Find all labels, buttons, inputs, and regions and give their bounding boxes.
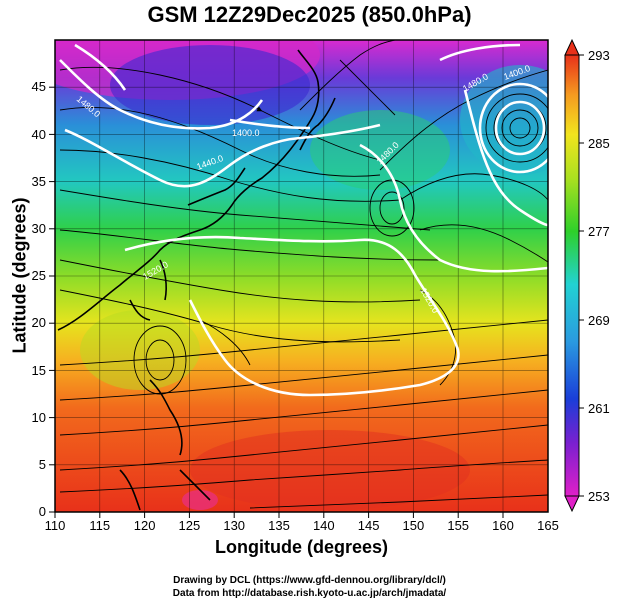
x-tick-label: 150	[403, 518, 425, 533]
y-axis-label: Latitude (degrees)	[9, 197, 30, 354]
colorbar-bar	[564, 54, 580, 497]
temperature-field	[55, 40, 548, 512]
y-tick-label: 10	[32, 410, 46, 425]
x-tick-label: 165	[537, 518, 559, 533]
x-tick-label: 125	[179, 518, 201, 533]
y-tick-label: 30	[32, 221, 46, 236]
contour-label: 1400.0	[232, 128, 260, 138]
y-tick-label: 5	[39, 457, 46, 472]
colorbar-max-triangle	[564, 38, 580, 56]
x-axis: 110 115 120 125 130 135 140 145 150 155 …	[45, 512, 559, 533]
colorbar-tick-label: 253	[588, 489, 610, 504]
height-contours	[59, 43, 548, 397]
colorbar-tick-label: 285	[588, 136, 610, 151]
x-tick-label: 140	[313, 518, 335, 533]
colorbar-tick-label: 269	[588, 313, 610, 328]
credit-data: Data from http://database.rish.kyoto-u.a…	[172, 588, 447, 599]
y-tick-label: 40	[32, 127, 46, 142]
x-tick-label: 135	[268, 518, 290, 533]
x-tick-label: 160	[492, 518, 514, 533]
x-tick-label: 110	[45, 518, 66, 533]
colorbar-min-triangle	[564, 495, 580, 513]
y-tick-label: 35	[32, 174, 46, 189]
y-tick-label: 45	[32, 79, 46, 94]
map-title: GSM 12Z29Dec2025 (850.0hPa)	[147, 2, 472, 27]
y-axis: 0 5 10 15 20 25 30 35 40 45	[32, 79, 55, 519]
x-tick-label: 155	[447, 518, 469, 533]
streamlines	[59, 40, 548, 509]
x-tick-label: 115	[89, 518, 110, 533]
x-axis-label: Longitude (degrees)	[214, 537, 388, 557]
y-tick-label: 0	[39, 504, 46, 519]
colorbar-tick-label: 293	[588, 48, 610, 63]
y-tick-label: 25	[32, 268, 46, 283]
credit-drawing: Drawing by DCL (https://www.gfd-dennou.o…	[173, 575, 446, 586]
y-tick-label: 15	[32, 363, 46, 378]
y-tick-label: 20	[32, 315, 46, 330]
x-tick-label: 120	[134, 518, 156, 533]
x-tick-label: 145	[358, 518, 380, 533]
colorbar: 293 285 277 269 261 253	[564, 38, 610, 513]
colorbar-tick-label: 277	[588, 224, 610, 239]
colorbar-tick-label: 261	[588, 401, 610, 416]
x-tick-label: 130	[223, 518, 245, 533]
